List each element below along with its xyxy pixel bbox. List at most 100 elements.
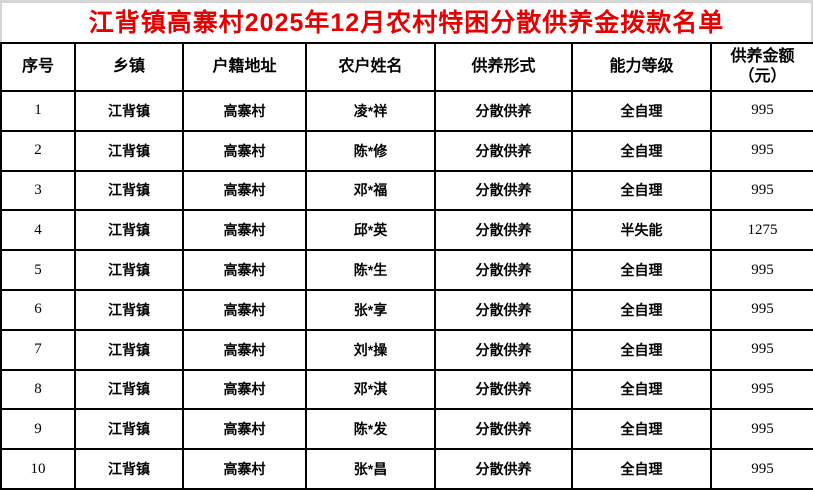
cell-name: 邱*英 (305, 209, 436, 252)
cell-address: 高寨村 (182, 249, 307, 291)
cell-name: 张*享 (305, 288, 436, 331)
column-header-label: 供养形式 (471, 58, 536, 75)
cell-name: 邓*淇 (305, 368, 436, 411)
cell-address: 高寨村 (182, 448, 307, 490)
cell-address: 高寨村 (182, 408, 307, 451)
column-header-label: 能力等级 (609, 58, 674, 75)
cell-seq: 3 (0, 169, 76, 212)
cell-name: 陈*修 (305, 129, 436, 172)
cell-form: 分散供养 (434, 328, 573, 371)
cell-town: 江背镇 (74, 288, 184, 331)
cell-town: 江背镇 (74, 408, 184, 451)
column-header-label: 户籍地址 (212, 58, 277, 75)
cell-level: 半失能 (571, 209, 712, 252)
column-header: 能力等级 (571, 42, 712, 92)
cell-level: 全自理 (571, 249, 712, 291)
cell-name: 张*昌 (305, 448, 436, 490)
page-edge-top (0, 0, 813, 3)
table-row: 1 江背镇 高寨村 凌*祥 分散供养 全自理 995 (0, 90, 813, 132)
cell-town: 江背镇 (74, 129, 184, 172)
column-header: 乡镇 (74, 42, 184, 92)
cell-town: 江背镇 (74, 368, 184, 411)
cell-town: 江背镇 (74, 249, 184, 291)
cell-town: 江背镇 (74, 448, 184, 490)
cell-amount: 995 (710, 368, 813, 411)
table-row: 3 江背镇 高寨村 邓*福 分散供养 全自理 995 (0, 169, 813, 212)
cell-amount: 995 (710, 169, 813, 212)
table-row: 10 江背镇 高寨村 张*昌 分散供养 全自理 995 (0, 448, 813, 490)
cell-level: 全自理 (571, 288, 712, 331)
table-row: 8 江背镇 高寨村 邓*淇 分散供养 全自理 995 (0, 368, 813, 411)
cell-form: 分散供养 (434, 209, 573, 252)
cell-seq: 6 (0, 288, 76, 331)
cell-form: 分散供养 (434, 169, 573, 212)
cell-seq: 10 (0, 448, 76, 490)
column-header: 供养形式 (434, 42, 573, 92)
cell-level: 全自理 (571, 328, 712, 371)
cell-address: 高寨村 (182, 209, 307, 252)
cell-level: 全自理 (571, 129, 712, 172)
cell-town: 江背镇 (74, 328, 184, 371)
table-header-row: 序号 乡镇 户籍地址 农户姓名 供养形式 能力等级 供养金额 （元） (0, 42, 813, 92)
column-header: 户籍地址 (182, 42, 307, 92)
cell-name: 刘*操 (305, 328, 436, 371)
cell-form: 分散供养 (434, 448, 573, 490)
cell-town: 江背镇 (74, 209, 184, 252)
cell-seq: 5 (0, 249, 76, 291)
column-header: 农户姓名 (305, 42, 436, 92)
cell-seq: 1 (0, 90, 76, 132)
cell-form: 分散供养 (434, 249, 573, 291)
header-row: 序号 乡镇 户籍地址 农户姓名 供养形式 能力等级 供养金额 （元） (0, 42, 813, 92)
cell-address: 高寨村 (182, 288, 307, 331)
cell-amount: 995 (710, 448, 813, 490)
cell-level: 全自理 (571, 368, 712, 411)
cell-level: 全自理 (571, 90, 712, 132)
column-header-label-line2: （元） (738, 68, 787, 85)
payment-table: 序号 乡镇 户籍地址 农户姓名 供养形式 能力等级 供养金额 （元） 1 江背镇 高寨村 凌*祥 分散… (0, 42, 813, 490)
table-row: 6 江背镇 高寨村 张*享 分散供养 全自理 995 (0, 288, 813, 331)
table-row: 4 江背镇 高寨村 邱*英 分散供养 半失能 1275 (0, 209, 813, 252)
cell-name: 凌*祥 (305, 90, 436, 132)
cell-seq: 8 (0, 368, 76, 411)
column-header-label: 序号 (21, 58, 54, 75)
column-header: 供养金额 （元） (710, 42, 813, 92)
cell-amount: 995 (710, 129, 813, 172)
cell-address: 高寨村 (182, 328, 307, 371)
cell-level: 全自理 (571, 169, 712, 212)
cell-town: 江背镇 (74, 90, 184, 132)
table-row: 5 江背镇 高寨村 陈*生 分散供养 全自理 995 (0, 249, 813, 291)
cell-address: 高寨村 (182, 129, 307, 172)
cell-amount: 1275 (710, 209, 813, 252)
column-header-label: 乡镇 (112, 58, 145, 75)
table-row: 2 江背镇 高寨村 陈*修 分散供养 全自理 995 (0, 129, 813, 172)
column-header: 序号 (0, 42, 76, 92)
cell-form: 分散供养 (434, 368, 573, 411)
column-header-label: 供养金额 (730, 48, 795, 65)
cell-amount: 995 (710, 249, 813, 291)
cell-amount: 995 (710, 288, 813, 331)
table-body: 1 江背镇 高寨村 凌*祥 分散供养 全自理 995 2 江背镇 高寨村 陈*修 分散供养 全自理 995… (0, 90, 813, 490)
cell-amount: 995 (710, 90, 813, 132)
column-header-label: 农户姓名 (338, 58, 403, 75)
cell-form: 分散供养 (434, 288, 573, 331)
page-edge-right (811, 0, 813, 42)
cell-town: 江背镇 (74, 169, 184, 212)
cell-level: 全自理 (571, 448, 712, 490)
cell-address: 高寨村 (182, 368, 307, 411)
cell-name: 陈*生 (305, 249, 436, 291)
cell-seq: 7 (0, 328, 76, 371)
cell-name: 邓*福 (305, 169, 436, 212)
cell-seq: 4 (0, 209, 76, 252)
cell-form: 分散供养 (434, 408, 573, 451)
cell-level: 全自理 (571, 408, 712, 451)
page-edge-left (0, 0, 2, 42)
cell-address: 高寨村 (182, 90, 307, 132)
cell-address: 高寨村 (182, 169, 307, 212)
cell-form: 分散供养 (434, 90, 573, 132)
cell-amount: 995 (710, 328, 813, 371)
cell-amount: 995 (710, 408, 813, 451)
cell-name: 陈*发 (305, 408, 436, 451)
cell-seq: 2 (0, 129, 76, 172)
table-row: 7 江背镇 高寨村 刘*操 分散供养 全自理 995 (0, 328, 813, 371)
